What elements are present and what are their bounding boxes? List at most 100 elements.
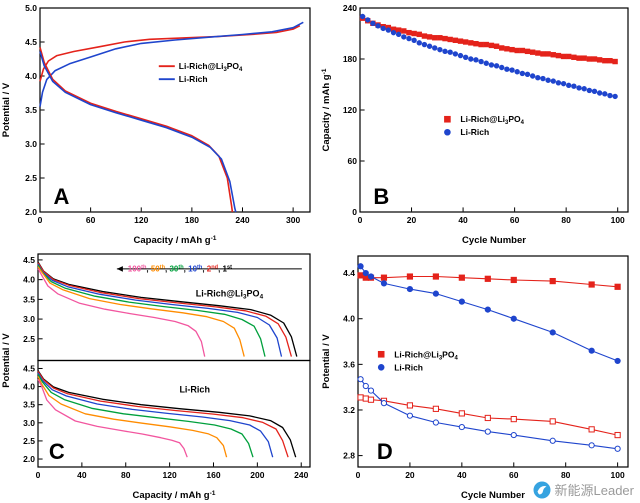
x-tick-label: 240 xyxy=(294,470,308,480)
y-tick-label: 4.0 xyxy=(23,382,35,392)
marker-circle xyxy=(357,263,364,270)
marker-circle xyxy=(468,56,474,62)
marker-circle xyxy=(488,62,495,68)
y-tick-label: 3.5 xyxy=(25,105,37,115)
series-line xyxy=(37,264,266,357)
marker-square xyxy=(458,274,465,281)
marker-square xyxy=(560,53,567,60)
y-tick-label: 2.0 xyxy=(25,207,37,217)
marker-circle xyxy=(457,52,464,59)
marker-circle xyxy=(524,71,531,78)
marker-square xyxy=(452,37,459,43)
marker-circle xyxy=(462,54,469,60)
marker-circle xyxy=(432,290,439,297)
y-tick-label: 3.0 xyxy=(23,314,35,324)
series-line xyxy=(37,376,228,458)
marker-circle xyxy=(432,419,439,426)
marker-square xyxy=(444,115,451,123)
series-line xyxy=(37,372,274,458)
y-tick-label: 3.2 xyxy=(343,405,355,415)
marker-circle xyxy=(406,285,414,293)
marker-circle xyxy=(426,43,433,49)
plot-frame xyxy=(37,359,311,468)
marker-square xyxy=(607,58,613,64)
marker-circle xyxy=(529,73,536,79)
marker-square xyxy=(406,273,414,280)
legend-label: Li-Rich@Li3PO4 xyxy=(460,114,524,126)
marker-square xyxy=(401,28,407,34)
series-line xyxy=(39,51,237,213)
series-line xyxy=(37,373,254,458)
series-line xyxy=(37,268,206,357)
x-tick-label: 60 xyxy=(86,215,96,225)
panel-C: 2.5 3.0 3.5 4.0 4.5 100th, 50th, 30th, 10th, … xyxy=(0,248,320,503)
series-line xyxy=(37,261,298,357)
marker-circle xyxy=(545,77,551,83)
marker-circle xyxy=(380,400,388,407)
marker-circle xyxy=(406,412,414,419)
marker-square xyxy=(540,51,546,57)
watermark: 新能源Leader xyxy=(533,480,634,499)
y-tick-label: 3.0 xyxy=(25,139,37,149)
plot-frame xyxy=(39,7,311,213)
marker-circle xyxy=(375,23,381,29)
x-axis-title: Capacity / mAh g-1 xyxy=(134,235,217,246)
cycle-order-labels: 100th, 50th, 30th, 10th, 2nd, 1st xyxy=(128,265,232,274)
x-tick-label: 0 xyxy=(38,215,43,225)
marker-square xyxy=(549,277,556,285)
x-tick-label: 60 xyxy=(509,470,519,480)
marker-circle xyxy=(540,75,546,82)
y-tick-label: 3.0 xyxy=(23,418,35,428)
marker-circle xyxy=(591,88,598,95)
marker-square xyxy=(411,30,417,37)
marker-square xyxy=(614,431,621,439)
y-tick-label: 2.5 xyxy=(23,334,35,344)
marker-circle xyxy=(458,298,465,305)
series-line xyxy=(360,378,618,450)
marker-circle xyxy=(432,45,438,51)
watermark-text: 新能源Leader xyxy=(554,483,634,498)
marker-circle xyxy=(586,87,593,94)
series-line xyxy=(37,371,289,458)
marker-square xyxy=(447,36,453,43)
marker-circle xyxy=(447,49,453,55)
marker-square xyxy=(566,53,572,60)
marker-square xyxy=(478,41,484,48)
marker-square xyxy=(380,274,388,281)
x-tick-label: 0 xyxy=(356,470,361,480)
marker-circle xyxy=(612,93,618,100)
x-tick-label: 40 xyxy=(77,470,87,480)
marker-square xyxy=(504,46,510,52)
marker-circle xyxy=(614,357,621,365)
panel-letter: B xyxy=(373,184,389,209)
marker-square xyxy=(406,402,414,409)
y-tick-label: 180 xyxy=(343,54,357,64)
y-tick-label: 3.5 xyxy=(23,294,35,304)
marker-circle xyxy=(365,17,371,23)
plot-panel: 0 60 120 180 240 0 20 40 60 80 100 Li-Rich@Li3PO4Li… xyxy=(343,3,629,225)
marker-square xyxy=(519,47,526,54)
marker-square xyxy=(421,33,428,39)
marker-circle xyxy=(550,78,556,84)
marker-square xyxy=(588,426,595,433)
marker-circle xyxy=(509,67,515,73)
y-tick-label: 2.5 xyxy=(23,436,35,446)
marker-circle xyxy=(510,431,517,439)
marker-square xyxy=(576,55,582,61)
x-axis-title: Cycle Number xyxy=(461,490,525,501)
marker-circle xyxy=(406,35,412,42)
marker-square xyxy=(602,58,608,64)
marker-square xyxy=(483,41,489,48)
marker-circle xyxy=(411,37,417,43)
marker-square xyxy=(588,281,595,288)
marker-square xyxy=(457,38,464,44)
marker-square xyxy=(499,45,505,51)
marker-circle xyxy=(566,82,572,89)
series-line xyxy=(39,47,234,213)
marker-circle xyxy=(370,20,376,26)
y-tick-label: 240 xyxy=(343,3,357,13)
marker-circle xyxy=(452,51,459,57)
series-line xyxy=(37,266,245,357)
marker-circle xyxy=(385,27,392,33)
marker-circle xyxy=(499,64,505,71)
